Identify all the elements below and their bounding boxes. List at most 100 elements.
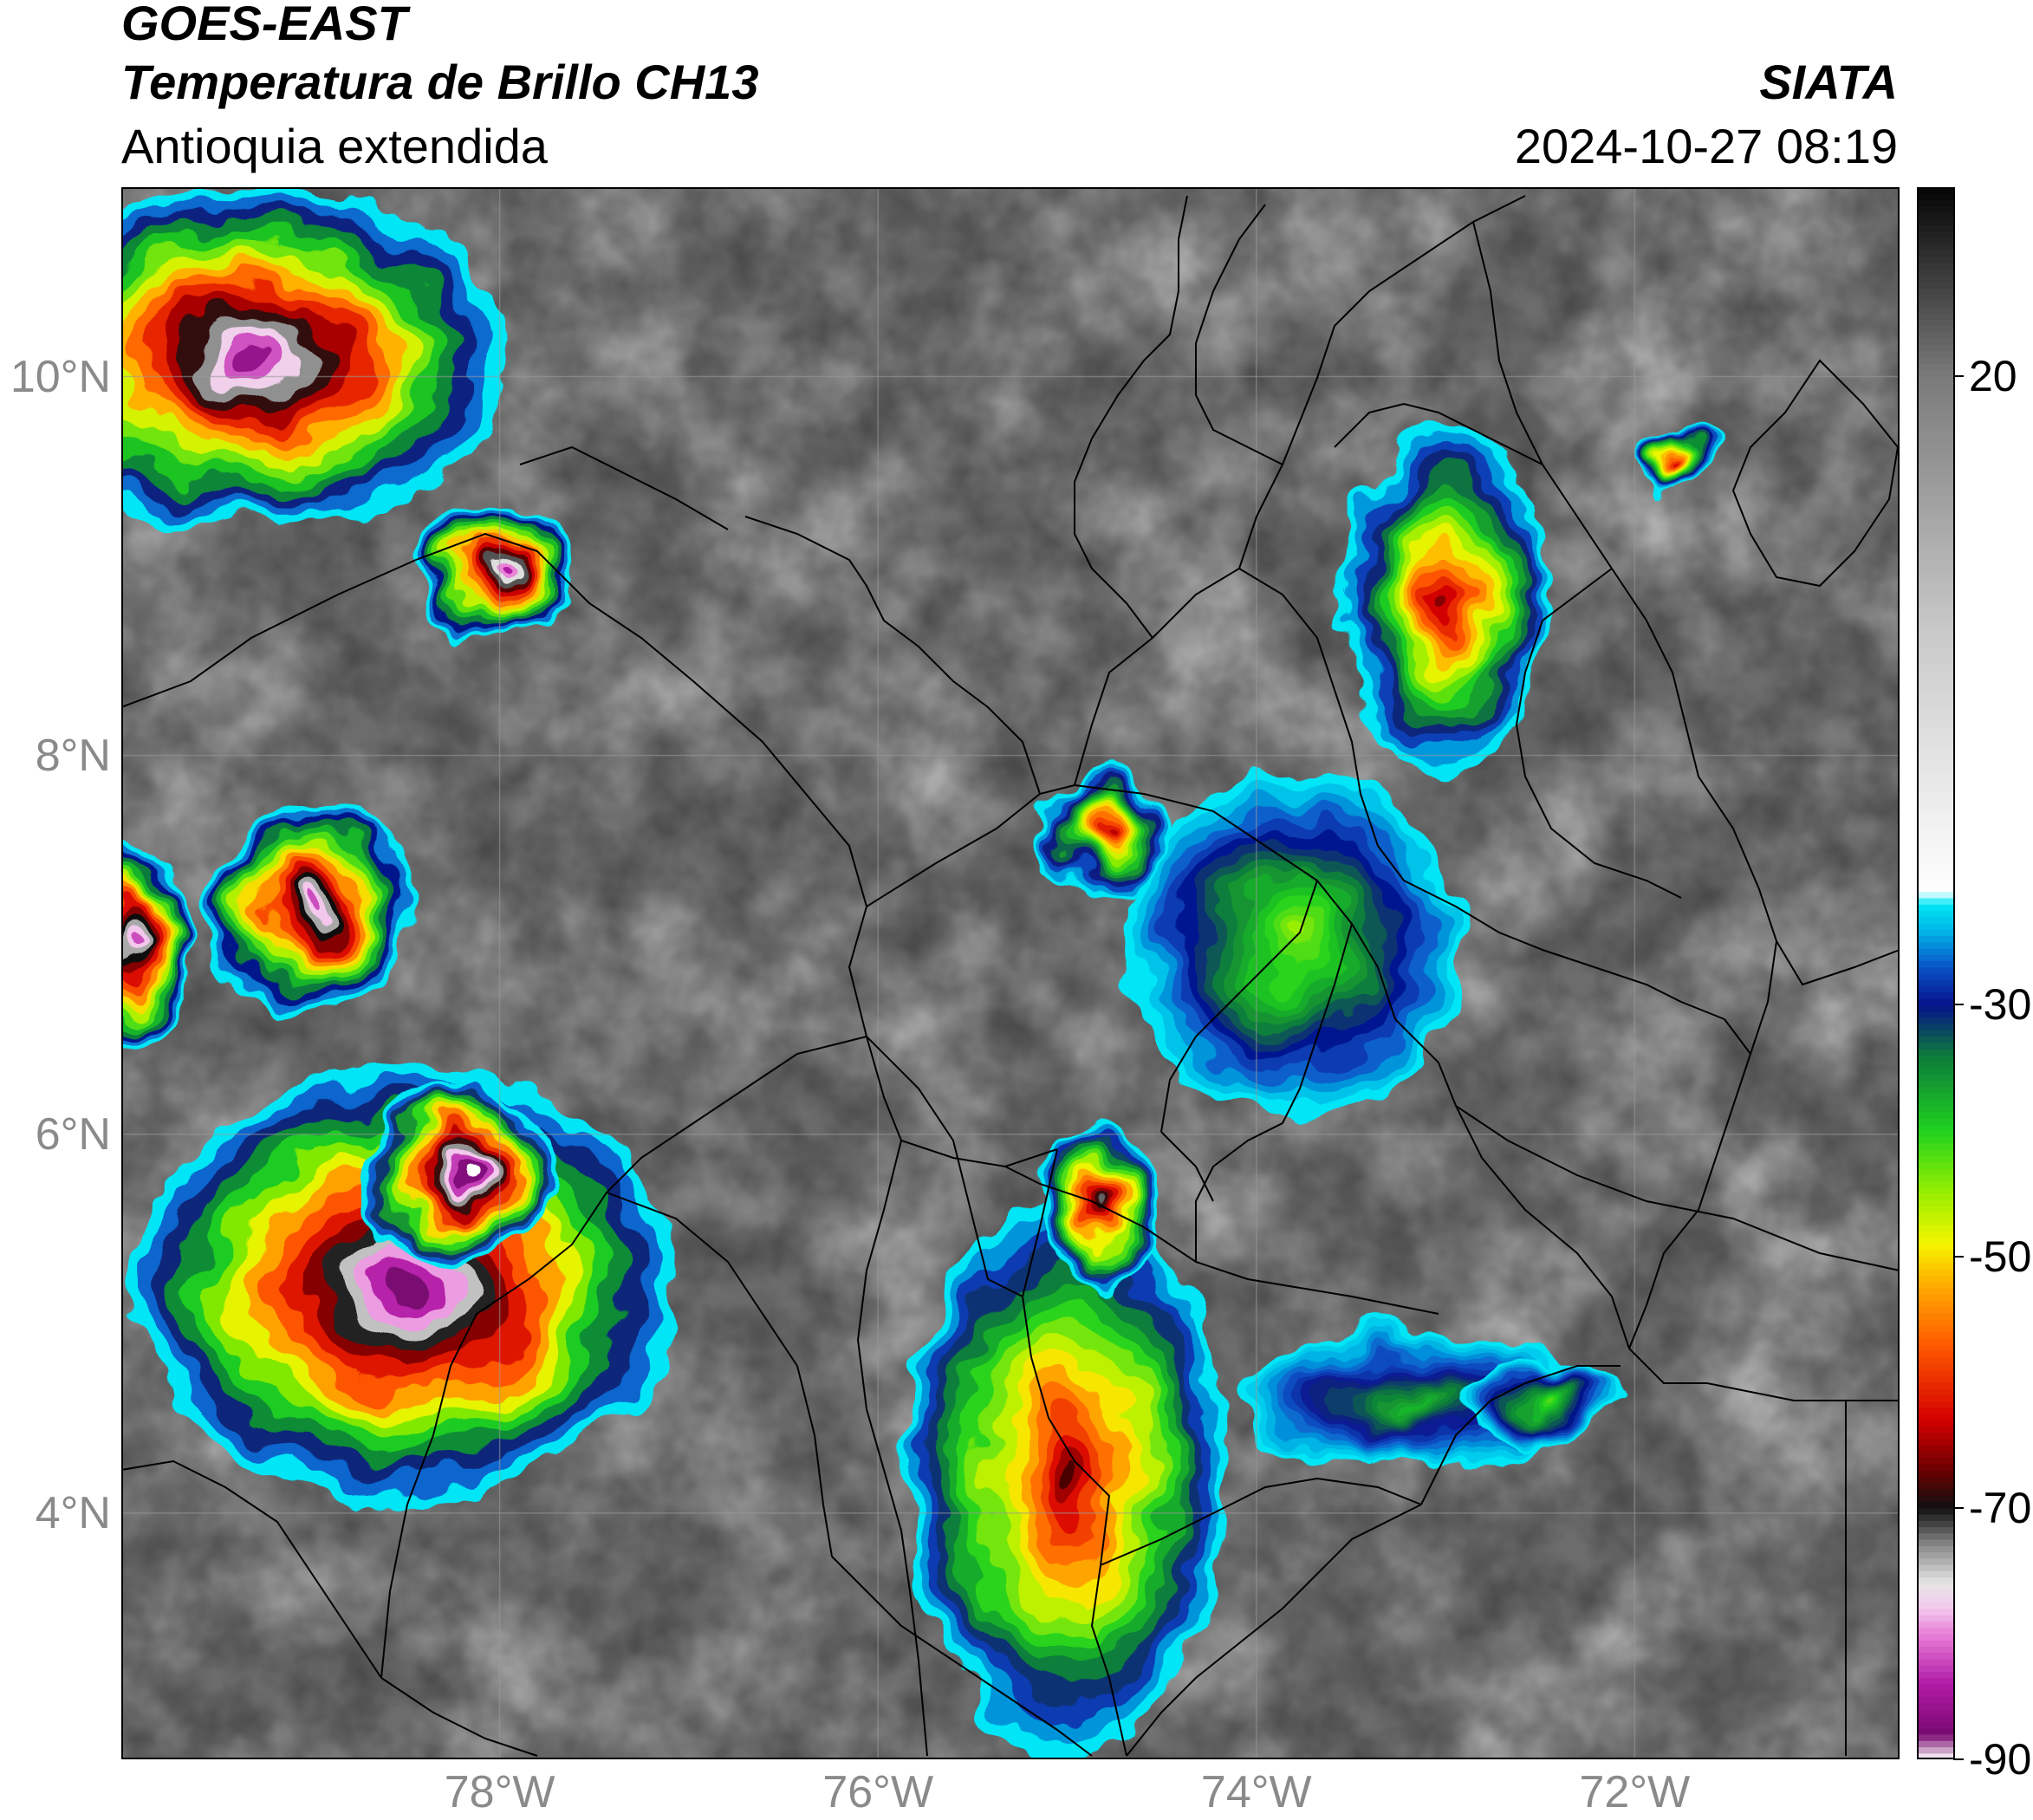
colorbar-swatch: [1917, 1696, 1953, 1704]
storm-cell: [130, 1068, 679, 1504]
colorbar-tick-label: -70: [1969, 1483, 2032, 1532]
colorbar-tick-label: -90: [1969, 1735, 2032, 1784]
colorbar-swatch: [1917, 369, 1953, 377]
satellite-map: [121, 187, 1900, 1759]
colorbar-swatch: [1917, 979, 1953, 987]
colorbar-swatch: [1917, 1665, 1953, 1673]
colorbar-swatch: [1917, 1218, 1953, 1225]
colorbar-swatch: [1917, 263, 1953, 270]
colorbar-swatch: [1917, 1017, 1953, 1024]
colorbar-swatch: [1917, 1055, 1953, 1063]
colorbar-swatch: [1917, 551, 1953, 559]
colorbar-swatch: [1917, 413, 1953, 421]
colorbar-swatch: [1917, 1727, 1953, 1735]
colorbar-swatch: [1917, 1407, 1953, 1414]
colorbar-swatch: [1917, 1193, 1953, 1200]
colorbar-swatch: [1917, 1752, 1953, 1759]
product-title: Temperatura de Brillo CH13: [121, 55, 759, 109]
colorbar-swatch: [1917, 966, 1953, 974]
colorbar-tick-label: -30: [1969, 980, 2032, 1030]
colorbar-swatch: [1917, 1161, 1953, 1169]
colorbar-swatch: [1917, 1615, 1953, 1622]
colorbar-swatch: [1917, 363, 1953, 371]
colorbar-swatch: [1917, 1325, 1953, 1333]
colorbar-swatch: [1917, 1514, 1953, 1521]
colorbar-swatch: [1917, 1080, 1953, 1088]
colorbar-swatch: [1917, 854, 1953, 861]
colorbar-swatch: [1917, 1011, 1953, 1018]
colorbar-tick: [1953, 374, 1964, 377]
colorbar-swatch: [1917, 1501, 1953, 1509]
colorbar-swatch: [1917, 445, 1953, 452]
colorbar-swatch: [1917, 1470, 1953, 1478]
colorbar-tick-label: 20: [1969, 351, 2017, 400]
colorbar-swatch: [1917, 1596, 1953, 1603]
colorbar-swatch: [1917, 690, 1953, 698]
colorbar-swatch: [1917, 1174, 1953, 1182]
colorbar-swatch: [1917, 1117, 1953, 1125]
latitude-tick-label: 10°N: [10, 351, 111, 402]
colorbar-swatch: [1917, 1319, 1953, 1326]
colorbar-swatch: [1917, 1564, 1953, 1571]
colorbar-swatch: [1917, 576, 1953, 584]
colorbar-swatch: [1917, 294, 1953, 302]
colorbar-swatch: [1917, 483, 1953, 490]
colorbar-swatch: [1917, 1337, 1953, 1345]
colorbar-swatch: [1917, 866, 1953, 874]
colorbar-swatch: [1917, 1576, 1953, 1584]
organization-name: SIATA: [1759, 55, 1898, 109]
colorbar-swatch: [1917, 753, 1953, 760]
colorbar-swatch: [1917, 501, 1953, 509]
colorbar-swatch: [1917, 558, 1953, 565]
colorbar-swatch: [1917, 1658, 1953, 1666]
colorbar-swatch: [1917, 1507, 1953, 1515]
colorbar-swatch: [1917, 1136, 1953, 1144]
colorbar-swatch: [1917, 1130, 1953, 1138]
colorbar-swatch: [1917, 879, 1953, 887]
colorbar-swatch: [1917, 998, 1953, 1005]
colorbar-swatch: [1917, 1067, 1953, 1075]
colorbar-swatch: [1917, 356, 1953, 364]
colorbar-swatch: [1917, 269, 1953, 276]
colorbar-tick: [1953, 1758, 1964, 1760]
colorbar-tick: [1953, 1506, 1964, 1509]
colorbar-swatch: [1917, 406, 1953, 414]
colorbar-swatch: [1917, 193, 1953, 201]
colorbar-swatch: [1917, 728, 1953, 735]
colorbar-swatch: [1917, 790, 1953, 798]
colorbar-swatch: [1917, 608, 1953, 616]
storm-cell: [1341, 433, 1550, 775]
colorbar-swatch: [1917, 250, 1953, 257]
colorbar-swatch: [1917, 1212, 1953, 1219]
colorbar-swatch: [1917, 1488, 1953, 1496]
colorbar-swatch: [1917, 696, 1953, 704]
colorbar-swatch: [1917, 1237, 1953, 1245]
colorbar-swatch: [1917, 1350, 1953, 1358]
colorbar-swatch: [1917, 1608, 1953, 1615]
colorbar-swatch: [1917, 765, 1953, 773]
colorbar-swatch: [1917, 1099, 1953, 1106]
colorbar-swatch: [1917, 1551, 1953, 1559]
colorbar-swatch: [1917, 1589, 1953, 1596]
colorbar-swatch: [1917, 897, 1953, 905]
political-borders: [121, 195, 1900, 1757]
colorbar-swatch: [1917, 495, 1953, 503]
colorbar-swatch: [1917, 231, 1953, 238]
colorbar-swatch: [1917, 1733, 1953, 1741]
colorbar-swatch: [1917, 1375, 1953, 1383]
colorbar-swatch: [1917, 281, 1953, 289]
colorbar-swatch: [1917, 1312, 1953, 1320]
longitude-tick-label: 78°W: [444, 1767, 555, 1817]
colorbar-swatch: [1917, 759, 1953, 767]
colorbar-swatch: [1917, 381, 1953, 389]
colorbar-swatch: [1917, 1721, 1953, 1729]
colorbar-swatch: [1917, 614, 1953, 622]
colorbar-swatch: [1917, 325, 1953, 333]
colorbar-swatch: [1917, 1362, 1953, 1370]
colorbar-swatch: [1917, 331, 1953, 339]
colorbar-swatch: [1917, 1715, 1953, 1723]
colorbar-swatch: [1917, 218, 1953, 226]
colorbar-swatch: [1917, 1369, 1953, 1376]
colorbar-swatch: [1917, 187, 1953, 194]
colorbar-swatch: [1917, 1124, 1953, 1131]
